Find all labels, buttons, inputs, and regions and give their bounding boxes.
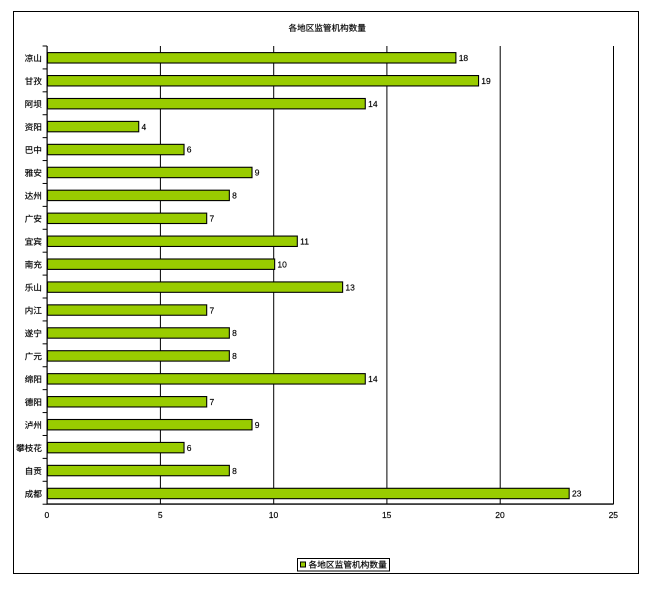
svg-text:8: 8 bbox=[232, 466, 237, 476]
svg-text:8: 8 bbox=[232, 351, 237, 361]
svg-text:15: 15 bbox=[382, 510, 392, 520]
svg-text:23: 23 bbox=[572, 489, 582, 499]
svg-text:5: 5 bbox=[158, 510, 163, 520]
svg-text:14: 14 bbox=[368, 374, 378, 384]
svg-text:11: 11 bbox=[300, 236, 309, 246]
svg-text:6: 6 bbox=[187, 443, 192, 453]
svg-text:8: 8 bbox=[232, 191, 237, 201]
svg-text:8: 8 bbox=[232, 328, 237, 338]
svg-text:25: 25 bbox=[609, 510, 619, 520]
svg-text:18: 18 bbox=[459, 53, 469, 63]
svg-text:19: 19 bbox=[481, 76, 491, 86]
svg-text:13: 13 bbox=[345, 282, 355, 292]
svg-text:7: 7 bbox=[210, 214, 215, 224]
svg-text:10: 10 bbox=[277, 259, 287, 269]
svg-text:9: 9 bbox=[255, 420, 260, 430]
svg-text:6: 6 bbox=[187, 145, 192, 155]
svg-text:4: 4 bbox=[142, 122, 147, 132]
svg-text:7: 7 bbox=[210, 305, 215, 315]
svg-text:7: 7 bbox=[210, 397, 215, 407]
svg-text:14: 14 bbox=[368, 99, 378, 109]
svg-text:10: 10 bbox=[269, 510, 279, 520]
svg-text:20: 20 bbox=[495, 510, 505, 520]
svg-text:0: 0 bbox=[45, 510, 50, 520]
svg-text:9: 9 bbox=[255, 168, 260, 178]
